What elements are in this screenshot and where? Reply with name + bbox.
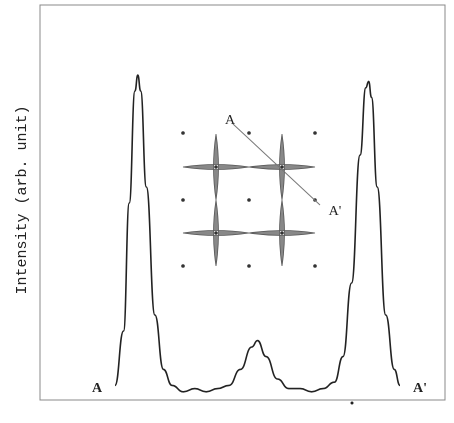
inset-label: A' xyxy=(329,204,342,219)
inset-dots xyxy=(181,131,317,268)
frame xyxy=(39,4,446,401)
cut-line xyxy=(232,123,321,206)
inset-lattice xyxy=(182,133,316,267)
inset-label: A xyxy=(225,113,236,128)
profile-line xyxy=(114,74,401,393)
end-label: A' xyxy=(413,381,427,396)
speck xyxy=(350,401,354,405)
y-axis-label: Intensity (arb. unit) xyxy=(14,105,31,294)
start-label: A xyxy=(92,381,103,396)
